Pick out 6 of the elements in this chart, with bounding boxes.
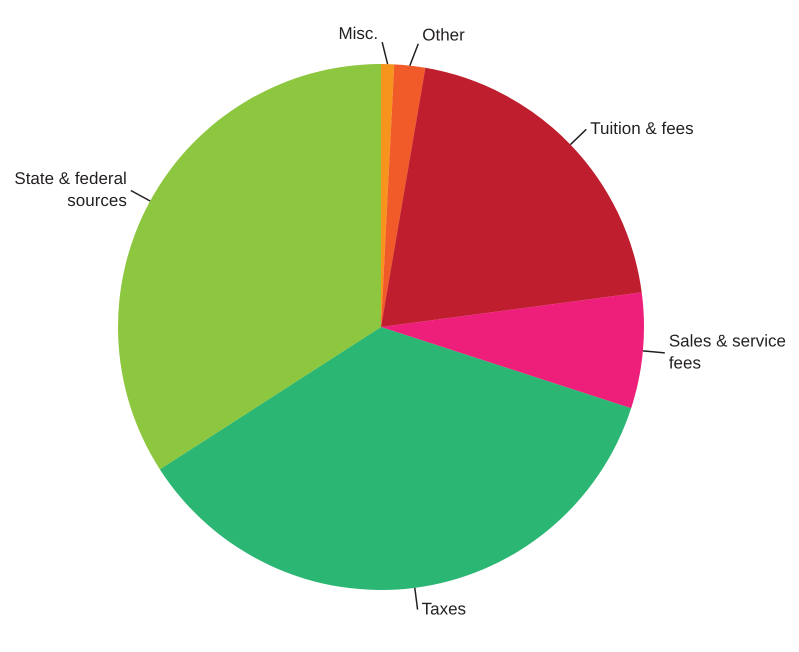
slice-label: Other bbox=[422, 25, 466, 44]
slice-label: State & federal sources bbox=[14, 169, 127, 210]
slice-label: Taxes bbox=[422, 599, 466, 618]
slice-label: Misc. bbox=[338, 24, 378, 43]
slice-label: Tuition & fees bbox=[590, 118, 694, 138]
slice-label: Sales & service fees bbox=[668, 332, 786, 373]
